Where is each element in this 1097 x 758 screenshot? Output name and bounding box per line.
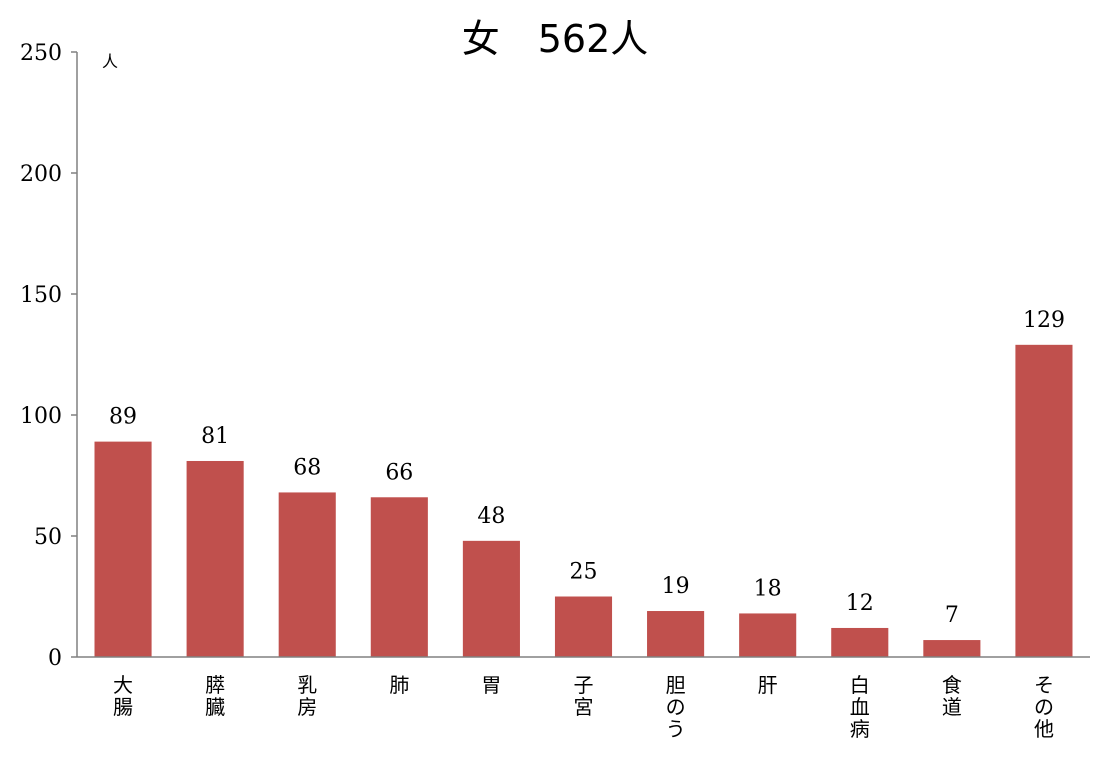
- bar: [739, 613, 797, 657]
- chart-title: 女 562人: [462, 17, 649, 61]
- data-label: 66: [385, 460, 413, 485]
- x-tick-label: 胃: [481, 673, 501, 697]
- data-label: 19: [662, 574, 690, 599]
- data-label: 25: [570, 560, 598, 585]
- x-tick-label: 肝: [758, 673, 778, 697]
- bar: [1015, 344, 1073, 657]
- bar: [278, 492, 336, 657]
- y-tick-label: 50: [34, 525, 62, 550]
- x-tick-label: その他: [1034, 673, 1054, 741]
- y-tick-label: 0: [48, 646, 62, 671]
- bars-group: [94, 344, 1073, 657]
- data-label: 68: [293, 455, 321, 480]
- y-tick-label: 250: [20, 41, 62, 66]
- bar: [647, 611, 705, 657]
- x-tick-label: 胆のう: [666, 673, 686, 741]
- x-tick-label: 子宮: [574, 673, 594, 719]
- data-label: 48: [477, 504, 505, 529]
- x-tick-label: 膵臓: [205, 673, 225, 719]
- data-label: 129: [1023, 308, 1065, 333]
- data-label: 18: [754, 576, 782, 601]
- data-label: 81: [201, 424, 229, 449]
- bar: [554, 596, 613, 657]
- bar: [186, 460, 244, 657]
- y-tick-label: 100: [20, 404, 62, 429]
- bar: [370, 497, 428, 657]
- x-tick-label: 食道: [942, 673, 962, 719]
- data-labels-group: 89 81 68 66 48 25 19 18 12 7 129: [109, 308, 1065, 628]
- bar: [831, 627, 889, 657]
- data-label: 89: [109, 405, 137, 430]
- bar: [462, 540, 520, 657]
- y-axis: 0 50 100 150 200 250: [20, 41, 77, 671]
- x-tick-label: 大腸: [113, 673, 133, 719]
- y-axis-unit-label: 人: [102, 52, 118, 71]
- y-tick-label: 150: [20, 283, 62, 308]
- x-axis-category-labels: 大腸 膵臓 乳房 肺 胃 子宮 胆のう 肝 白血病 食道 その他: [113, 673, 1054, 741]
- data-label: 12: [846, 591, 874, 616]
- bar: [94, 441, 152, 657]
- bar: [923, 640, 981, 657]
- x-tick-label: 白血病: [850, 673, 870, 741]
- y-tick-label: 200: [20, 162, 62, 187]
- x-tick-label: 肺: [389, 673, 409, 697]
- x-tick-label: 乳房: [297, 673, 317, 719]
- data-label: 7: [945, 603, 959, 628]
